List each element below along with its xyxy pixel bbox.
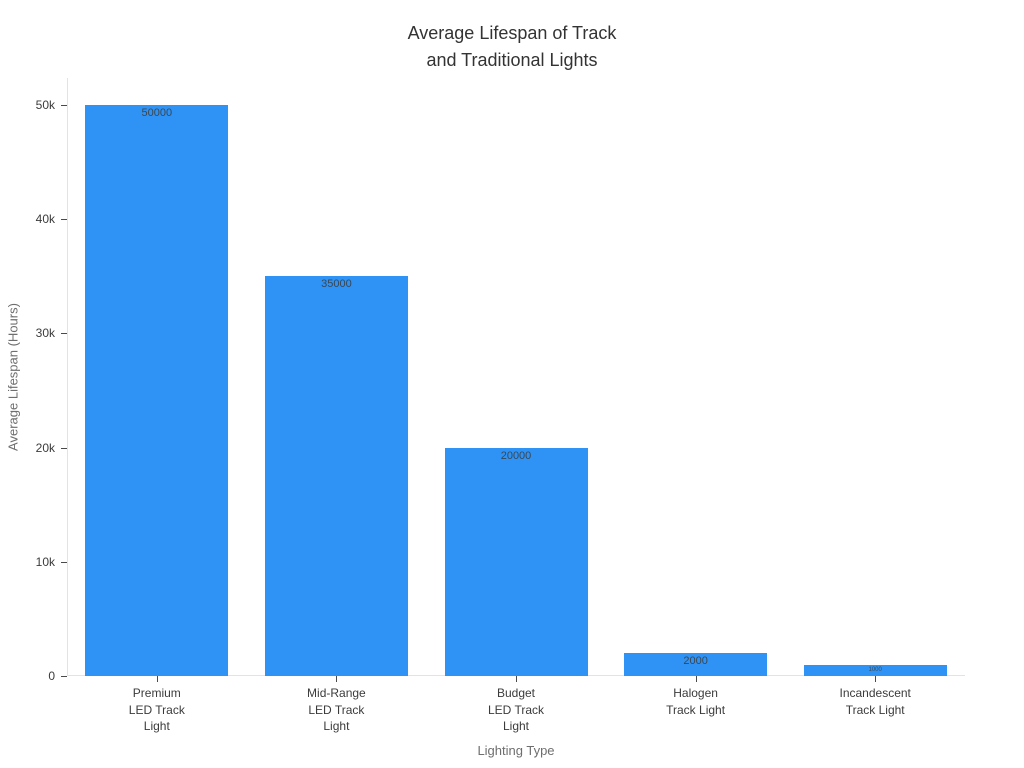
x-axis-title: Lighting Type <box>477 743 555 758</box>
x-tick-label: Halogen Track Light <box>666 686 726 717</box>
x-tick-label: Mid-Range LED Track Light <box>307 686 366 733</box>
y-tick-label: 10k <box>35 554 55 569</box>
y-axis-line <box>67 78 68 676</box>
y-tick-label: 50k <box>35 98 55 112</box>
y-tick-label: 30k <box>35 326 55 341</box>
bar-value-label: 1000 <box>868 666 882 673</box>
bar[interactable]: 50000 <box>85 105 229 676</box>
y-tick-mark <box>61 333 67 335</box>
bar[interactable]: 35000 <box>264 276 408 676</box>
bar-value-label: 20000 <box>500 449 532 462</box>
bar-value-label: 50000 <box>141 107 173 119</box>
x-tick-mark <box>156 676 158 682</box>
x-tick-mark <box>695 676 697 682</box>
x-tick-mark <box>516 676 517 682</box>
y-tick-label: 0 <box>48 669 55 683</box>
y-tick-label: 40k <box>35 212 55 227</box>
chart-title: Average Lifespan of Track and Traditiona… <box>407 23 617 70</box>
y-tick-label: 20k <box>35 440 55 455</box>
x-tick-mark <box>336 676 338 682</box>
x-tick-label: Premium LED Track Light <box>128 686 185 733</box>
bar-value-label: 2000 <box>683 655 708 668</box>
x-tick-label: Incandescent Track Light <box>839 686 911 717</box>
bar[interactable]: 20000 <box>444 447 588 676</box>
plot-area: 0 10k 20k 30k 40k 50k 50000 Premium LED Track L… <box>36 78 965 733</box>
y-tick-mark <box>61 447 67 449</box>
y-tick-mark <box>61 561 67 563</box>
y-tick-mark <box>61 105 67 106</box>
x-tick-mark <box>875 676 877 682</box>
bar-value-label: 35000 <box>321 278 352 291</box>
y-tick-mark <box>61 676 67 677</box>
bar[interactable]: 2000 <box>624 653 768 676</box>
bar[interactable]: 1000 <box>803 664 947 676</box>
y-tick-mark <box>61 219 67 221</box>
x-tick-label: Budget LED Track Light <box>487 686 544 733</box>
